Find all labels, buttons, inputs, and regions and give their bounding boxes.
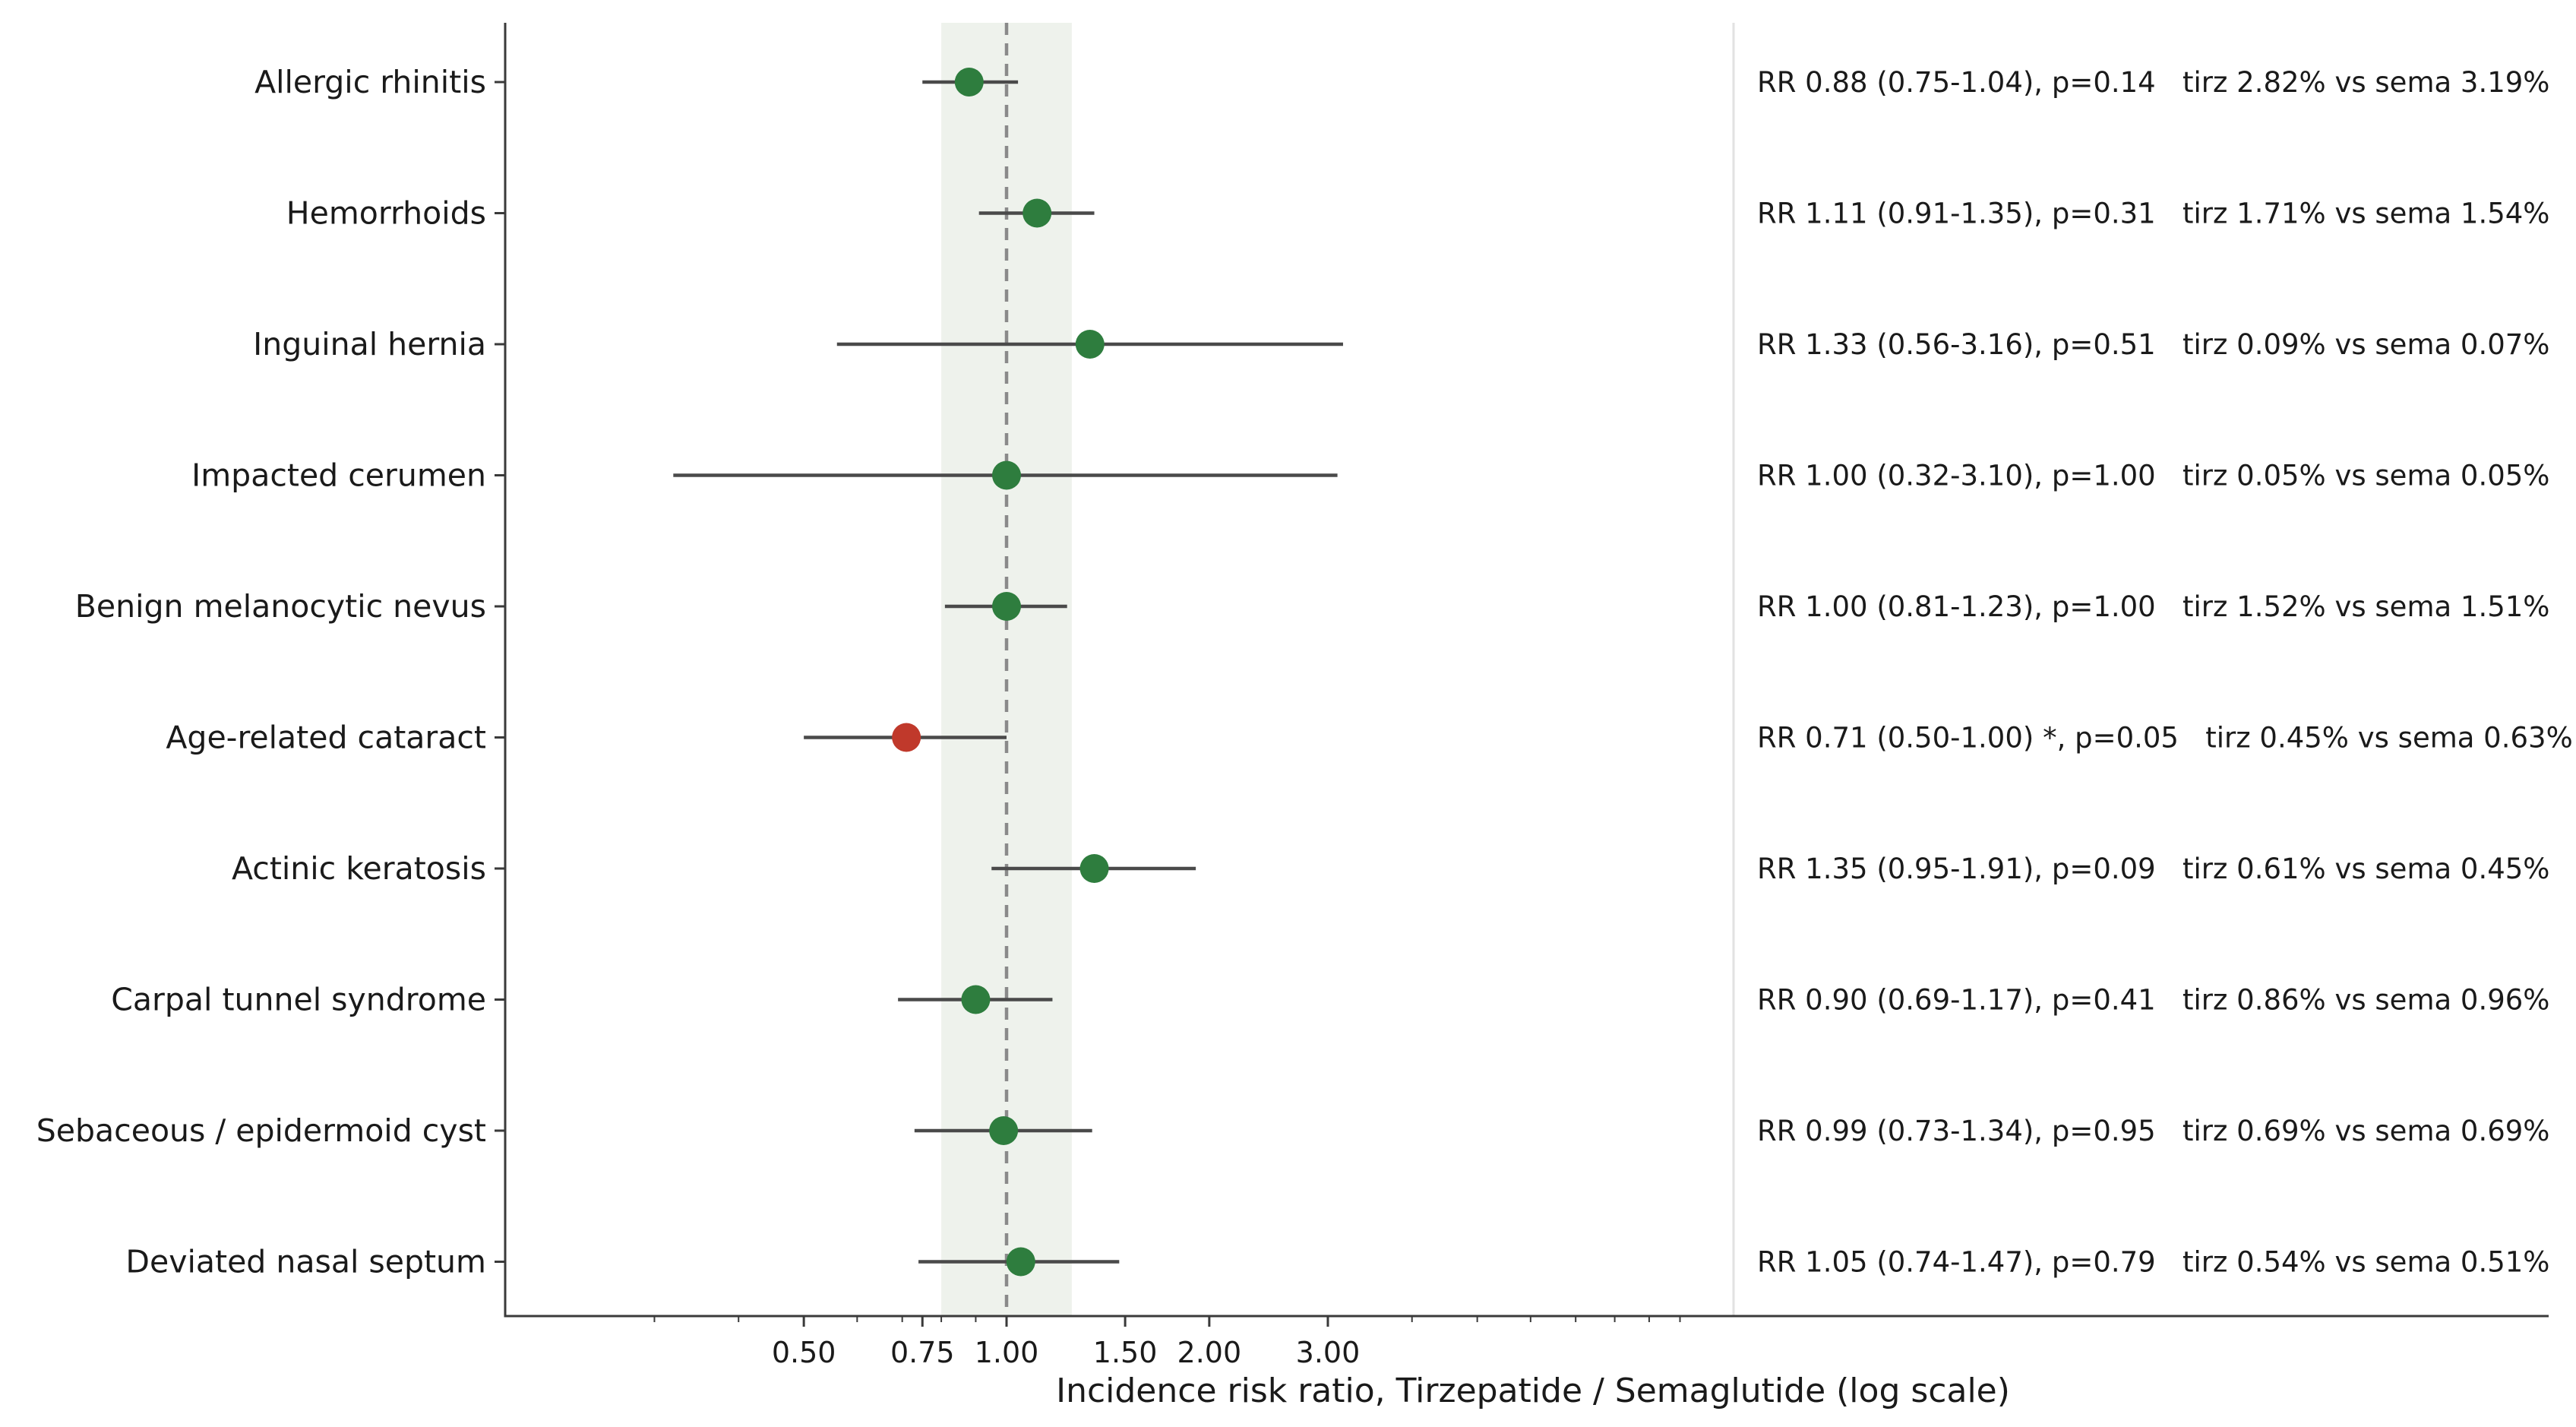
rr-point bbox=[1022, 198, 1052, 228]
row-label: Benign melanocytic nevus bbox=[75, 588, 486, 625]
x-tick-label: 0.75 bbox=[890, 1336, 955, 1369]
x-tick-label: 3.00 bbox=[1296, 1336, 1361, 1369]
rr-point bbox=[961, 985, 991, 1014]
x-tick-label: 2.00 bbox=[1177, 1336, 1242, 1369]
row-annotation: RR 1.11 (0.91-1.35), p=0.31 tirz 1.71% v… bbox=[1757, 198, 2549, 230]
row-label: Sebaceous / epidermoid cyst bbox=[36, 1112, 486, 1149]
row-annotation: RR 1.33 (0.56-3.16), p=0.51 tirz 0.09% v… bbox=[1757, 328, 2549, 361]
grid-layer bbox=[1004, 23, 1735, 1316]
row-label: Deviated nasal septum bbox=[125, 1244, 486, 1280]
row-annotation: RR 0.90 (0.69-1.17), p=0.41 tirz 0.86% v… bbox=[1757, 984, 2549, 1017]
x-tick-label: 1.50 bbox=[1093, 1336, 1158, 1369]
rr-point bbox=[1079, 854, 1109, 883]
x-tick-label: 1.00 bbox=[975, 1336, 1039, 1369]
rr-point bbox=[1006, 1247, 1035, 1277]
row-label: Impacted cerumen bbox=[191, 457, 486, 494]
row-annotation: RR 1.00 (0.32-3.10), p=1.00 tirz 0.05% v… bbox=[1757, 460, 2549, 492]
rr-point bbox=[989, 1116, 1019, 1145]
rr-point-significant bbox=[892, 723, 921, 752]
rr-point bbox=[992, 460, 1021, 490]
row-annotation: RR 0.99 (0.73-1.34), p=0.95 tirz 0.69% v… bbox=[1757, 1115, 2549, 1147]
row-label: Age-related cataract bbox=[166, 720, 486, 756]
x-axis-title: Incidence risk ratio, Tirzepatide / Sema… bbox=[1056, 1372, 2010, 1410]
row-annotation: RR 1.05 (0.74-1.47), p=0.79 tirz 0.54% v… bbox=[1757, 1246, 2549, 1279]
rr-point bbox=[992, 592, 1021, 621]
row-label-layer: Allergic rhinitis Hemorrhoids Inguinal her… bbox=[36, 64, 486, 1280]
row-label: Inguinal hernia bbox=[253, 326, 486, 362]
annotation-layer: RR 0.88 (0.75-1.04), p=0.14 tirz 2.82% v… bbox=[1757, 66, 2573, 1279]
point-layer bbox=[892, 68, 1109, 1277]
row-label: Hemorrhoids bbox=[286, 195, 486, 232]
rr-point bbox=[1075, 330, 1105, 359]
row-label: Carpal tunnel syndrome bbox=[111, 982, 486, 1018]
row-annotation: RR 1.35 (0.95-1.91), p=0.09 tirz 0.61% v… bbox=[1757, 853, 2549, 885]
row-annotation: RR 0.88 (0.75-1.04), p=0.14 tirz 2.82% v… bbox=[1757, 66, 2549, 99]
rr-point bbox=[954, 68, 984, 97]
x-tick-layer: 0.50 0.75 1.00 1.50 2.00 3.00 bbox=[495, 81, 1681, 1369]
row-label: Allergic rhinitis bbox=[254, 64, 486, 100]
axes-layer bbox=[504, 23, 2549, 1318]
row-annotation: RR 0.71 (0.50-1.00) *, p=0.05 tirz 0.45%… bbox=[1757, 722, 2573, 755]
row-annotation: RR 1.00 (0.81-1.23), p=1.00 tirz 1.52% v… bbox=[1757, 590, 2549, 623]
x-tick-label: 0.50 bbox=[772, 1336, 836, 1369]
row-label: Actinic keratosis bbox=[232, 850, 486, 887]
